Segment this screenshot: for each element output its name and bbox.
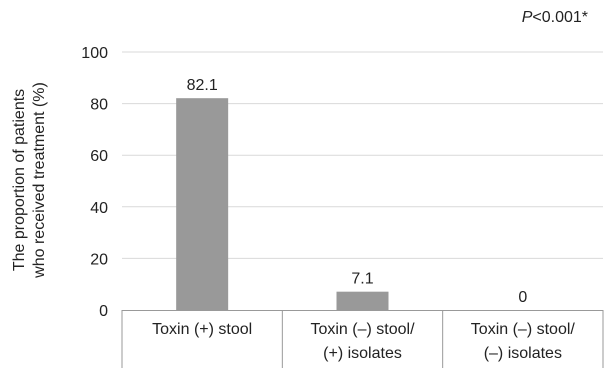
data-label: 0 [518,289,527,306]
y-tick-label: 0 [99,303,108,320]
data-label: 82.1 [187,77,218,94]
data-label: 7.1 [351,271,373,288]
category-label: Toxin (–) stool/ [310,321,415,338]
p-value-annotation: P<0.001* [522,9,588,26]
axes [121,310,604,368]
category-label: (–) isolates [484,345,562,362]
y-tick-label: 40 [90,200,108,217]
p-value-text: <0.001* [532,9,588,26]
p-value-italic: P [522,9,533,26]
category-labels: Toxin (+) stool Toxin (–) stool/ (+) isola… [152,321,575,362]
bar [336,291,389,310]
bar [176,98,229,310]
bars [176,98,389,310]
y-tick-label: 20 [90,251,108,268]
data-labels: 82.1 7.1 0 [187,77,528,306]
category-label: Toxin (+) stool [152,321,252,338]
y-tick-labels: 0 20 40 60 80 100 [81,45,108,320]
category-label: Toxin (–) stool/ [471,321,576,338]
y-axis-label: The proportion of patients who received t… [11,82,48,279]
y-axis-label-line: who received treatment (%) [31,82,48,279]
y-tick-label: 100 [81,45,108,62]
y-tick-label: 60 [90,148,108,165]
y-tick-label: 80 [90,97,108,114]
category-label: (+) isolates [323,345,402,362]
y-axis-label-line: The proportion of patients [11,89,28,271]
